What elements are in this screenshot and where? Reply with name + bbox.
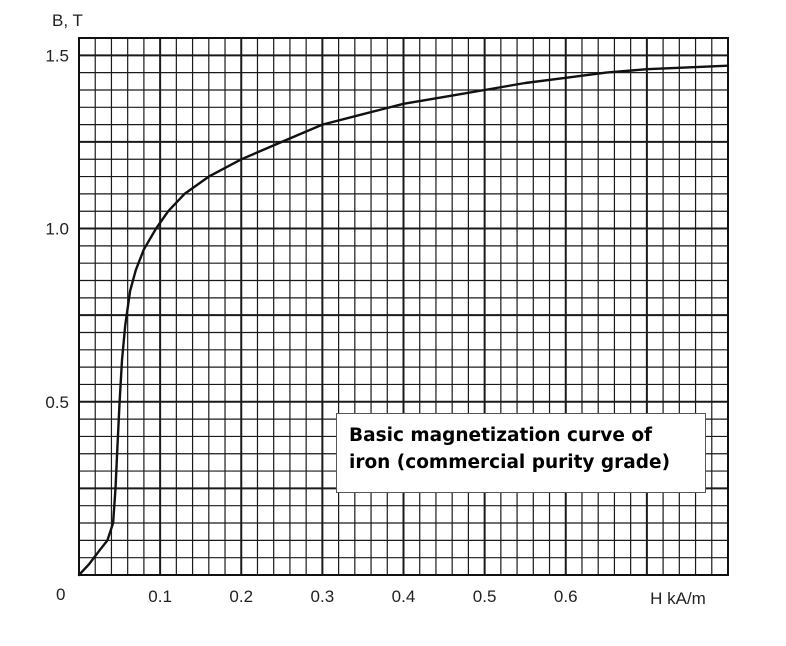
chart-title-line-2: iron (commercial purity grade) [349, 452, 671, 473]
y-tick-label: 1.5 [45, 46, 69, 65]
magnetization-curve [77, 64, 730, 577]
x-tick-labels: 0.1 0.2 0.3 0.4 0.5 0.6 [148, 587, 577, 606]
x-tick-label: 0.4 [392, 587, 416, 606]
origin-label: 0 [56, 585, 65, 604]
x-tick-label: 0.2 [229, 587, 253, 606]
chart-title-box: Basic magnetization curve of iron (comme… [336, 413, 706, 493]
y-tick-labels: 0.5 1.0 1.5 [45, 46, 69, 411]
x-tick-label: 0.5 [473, 587, 497, 606]
plot-frame [78, 37, 729, 576]
x-tick-label: 0.1 [148, 587, 172, 606]
chart-title-line-1: Basic magnetization curve of [349, 425, 653, 446]
y-axis-title: B, T [52, 11, 83, 30]
x-tick-label: 0.3 [311, 587, 335, 606]
grid [79, 38, 728, 575]
y-tick-label: 0.5 [45, 393, 69, 412]
x-axis-title: H kA/m [650, 589, 706, 608]
y-tick-label: 1.0 [45, 220, 69, 239]
x-tick-label: 0.6 [554, 587, 578, 606]
